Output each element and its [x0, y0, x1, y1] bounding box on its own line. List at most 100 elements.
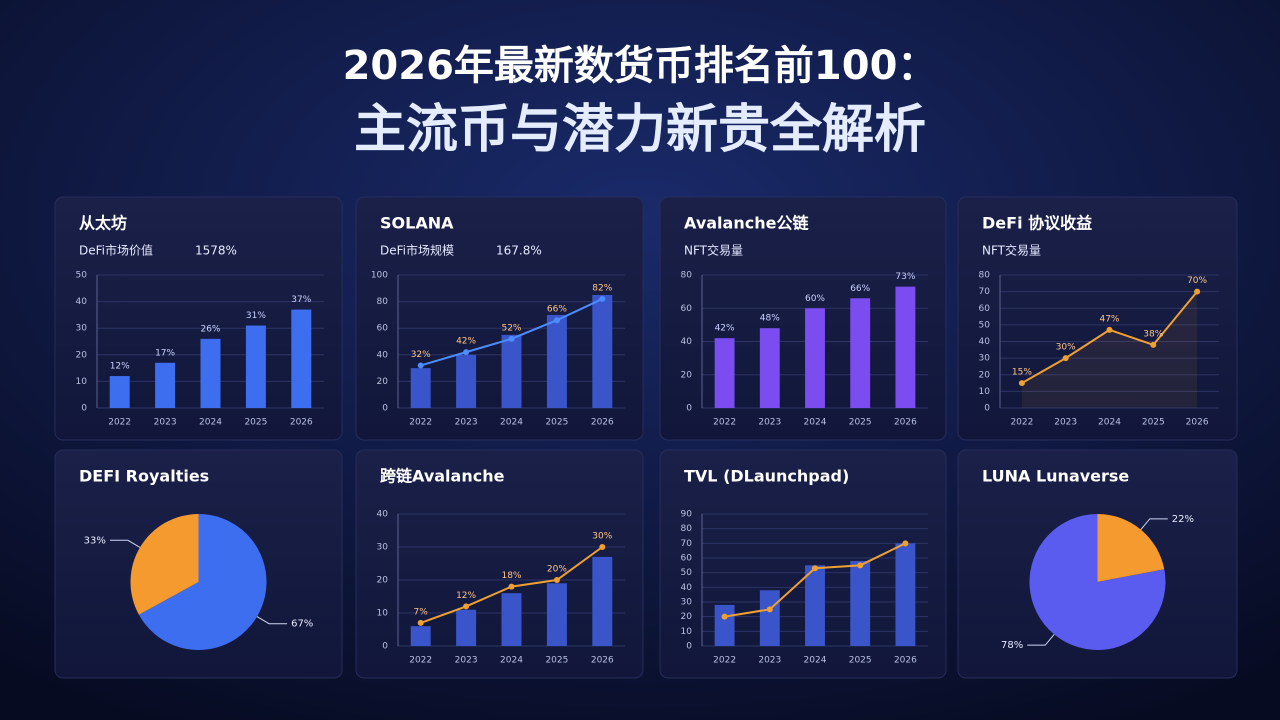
- line-point: [1062, 355, 1069, 362]
- x-tick-label: 2023: [455, 656, 478, 666]
- line-point: [1106, 326, 1113, 333]
- y-tick-label: 10: [979, 387, 991, 397]
- line-point: [902, 540, 909, 547]
- y-tick-label: 60: [681, 554, 693, 564]
- bar: [850, 560, 871, 646]
- y-tick-label: 20: [681, 370, 693, 380]
- x-tick-label: 2022: [409, 656, 432, 666]
- y-tick-label: 70: [979, 287, 991, 297]
- x-tick-label: 2026: [290, 418, 313, 428]
- value-label: 30%: [592, 532, 612, 542]
- y-tick-label: 0: [81, 404, 87, 414]
- y-tick-label: 40: [979, 337, 991, 347]
- y-tick-label: 0: [382, 642, 388, 652]
- value-label: 52%: [501, 323, 521, 333]
- line-point: [857, 562, 864, 569]
- line-point: [553, 317, 560, 324]
- page-subtitle: 主流币与潜力新贵全解析: [354, 100, 926, 160]
- bar: [850, 298, 871, 408]
- value-label: 15%: [1012, 368, 1032, 378]
- value-label: 66%: [547, 305, 567, 315]
- y-tick-label: 30: [76, 324, 88, 334]
- value-label: 60%: [805, 294, 825, 304]
- leader-line: [256, 616, 288, 625]
- y-tick-label: 80: [681, 524, 693, 534]
- chart-title: DeFi 协议收益: [982, 214, 1092, 233]
- value-label: 17%: [155, 348, 175, 358]
- bar: [456, 354, 477, 408]
- line-point: [1018, 380, 1025, 387]
- bar: [895, 543, 916, 646]
- y-tick-label: 20: [681, 612, 693, 622]
- x-tick-label: 2022: [1010, 418, 1033, 428]
- value-label: 31%: [246, 311, 266, 321]
- leader-line: [1027, 634, 1055, 646]
- y-tick-label: 80: [377, 297, 389, 307]
- value-label: 42%: [715, 324, 735, 334]
- x-tick-label: 2024: [804, 418, 827, 428]
- y-tick-label: 40: [681, 583, 693, 593]
- charts: 从太坊 DeFi市场价值 1578% 0 10 20 30 40 50 2022 2023 2024 2…: [54, 196, 1238, 679]
- chart-subtitle: DeFi市场价值: [79, 243, 153, 258]
- x-tick-label: 2025: [545, 656, 568, 666]
- y-tick-label: 40: [681, 337, 693, 347]
- y-tick-label: 30: [377, 543, 389, 553]
- slice-label: 67%: [291, 619, 313, 630]
- chart-title: DEFI Royalties: [79, 467, 209, 486]
- bar: [410, 626, 431, 646]
- y-tick-label: 30: [979, 354, 991, 364]
- x-tick-label: 2025: [1142, 418, 1165, 428]
- x-tick-label: 2025: [849, 656, 872, 666]
- chart-title: Avalanche公链: [684, 214, 809, 233]
- pie-slice: [1029, 514, 1166, 650]
- bar: [291, 309, 312, 408]
- y-tick-label: 90: [681, 510, 693, 520]
- y-tick-label: 30: [681, 598, 693, 608]
- y-tick-label: 0: [686, 642, 692, 652]
- value-label: 7%: [414, 607, 429, 617]
- y-tick-label: 10: [377, 609, 389, 619]
- x-tick-label: 2023: [758, 418, 781, 428]
- line-point: [766, 606, 773, 613]
- x-tick-label: 2022: [409, 418, 432, 428]
- leader-line: [1140, 518, 1168, 530]
- line-point: [463, 349, 470, 356]
- chart-subtitle: NFT交易量: [684, 243, 743, 258]
- value-label: 82%: [592, 283, 612, 293]
- chart-title: LUNA Lunaverse: [982, 467, 1129, 486]
- y-tick-label: 50: [681, 568, 693, 578]
- x-tick-label: 2026: [591, 418, 614, 428]
- line-point: [553, 577, 560, 583]
- leader-line: [109, 539, 141, 548]
- y-tick-label: 50: [76, 271, 88, 281]
- value-label: 47%: [1099, 314, 1119, 324]
- x-tick-label: 2026: [591, 656, 614, 666]
- value-label: 73%: [895, 272, 915, 282]
- y-tick-label: 100: [371, 271, 388, 281]
- chart-note: 1578%: [195, 244, 237, 258]
- value-label: 12%: [456, 591, 476, 601]
- value-label: 48%: [760, 314, 780, 324]
- y-tick-label: 20: [377, 377, 389, 387]
- bar: [155, 362, 176, 408]
- x-tick-label: 2022: [108, 418, 131, 428]
- value-label: 70%: [1187, 276, 1207, 286]
- x-tick-label: 2023: [455, 418, 478, 428]
- value-label: 37%: [291, 295, 311, 305]
- bar: [245, 325, 266, 408]
- value-label: 30%: [1056, 343, 1076, 353]
- bar: [714, 338, 735, 408]
- y-tick-label: 40: [377, 350, 389, 360]
- x-tick-label: 2023: [154, 418, 177, 428]
- y-tick-label: 40: [377, 510, 389, 520]
- y-tick-label: 70: [681, 539, 693, 549]
- bar: [759, 328, 780, 408]
- value-label: 42%: [456, 337, 476, 347]
- bar: [546, 314, 567, 408]
- chart-title: SOLANA: [380, 214, 454, 233]
- y-tick-label: 40: [76, 297, 88, 307]
- line-point: [463, 603, 470, 610]
- page-title: 2026年最新数货币排名前100：: [343, 43, 938, 89]
- bar: [895, 286, 916, 408]
